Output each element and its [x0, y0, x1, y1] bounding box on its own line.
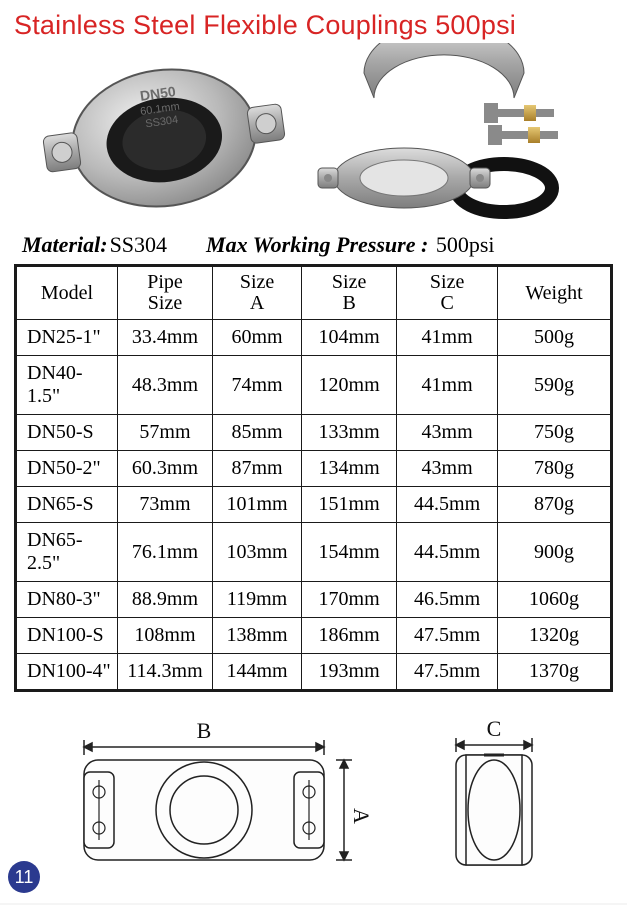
- table-cell: 186mm: [302, 618, 397, 654]
- page-number-badge: 11: [8, 861, 40, 893]
- dim-label-a: A: [349, 808, 374, 824]
- spec-table: ModelPipeSizeSizeASizeBSizeCWeight DN25-…: [16, 266, 611, 690]
- table-cell: DN65-2.5": [17, 523, 118, 582]
- table-cell: 101mm: [213, 487, 302, 523]
- table-cell: 1060g: [498, 582, 611, 618]
- table-cell: 870g: [498, 487, 611, 523]
- table-cell: 151mm: [302, 487, 397, 523]
- table-cell: 47.5mm: [397, 654, 498, 690]
- table-cell: 154mm: [302, 523, 397, 582]
- table-cell: 500g: [498, 320, 611, 356]
- table-row: DN50-2"60.3mm87mm134mm43mm780g: [17, 451, 611, 487]
- product-photo-svg: DN50 60.1mm SS304: [14, 43, 614, 228]
- table-cell: DN50-S: [17, 415, 118, 451]
- table-body: DN25-1"33.4mm60mm104mm41mm500gDN40-1.5"4…: [17, 320, 611, 690]
- table-row: DN65-2.5"76.1mm103mm154mm44.5mm900g: [17, 523, 611, 582]
- table-cell: DN50-2": [17, 451, 118, 487]
- table-cell: 60.3mm: [117, 451, 212, 487]
- pressure-value: 500psi: [436, 232, 495, 257]
- table-cell: DN65-S: [17, 487, 118, 523]
- table-cell: 193mm: [302, 654, 397, 690]
- table-row: DN25-1"33.4mm60mm104mm41mm500g: [17, 320, 611, 356]
- table-cell: 60mm: [213, 320, 302, 356]
- table-header-cell: SizeC: [397, 267, 498, 320]
- page: Stainless Steel Flexible Couplings 500ps…: [0, 0, 627, 903]
- table-cell: 120mm: [302, 356, 397, 415]
- table-header-cell: PipeSize: [117, 267, 212, 320]
- spec-line: Material:SS304 Max Working Pressure : 50…: [0, 232, 627, 264]
- table-cell: 108mm: [117, 618, 212, 654]
- table-cell: 44.5mm: [397, 523, 498, 582]
- table-cell: 48.3mm: [117, 356, 212, 415]
- table-cell: 44.5mm: [397, 487, 498, 523]
- table-cell: 74mm: [213, 356, 302, 415]
- table-cell: 47.5mm: [397, 618, 498, 654]
- table-cell: 41mm: [397, 320, 498, 356]
- table-header-cell: Model: [17, 267, 118, 320]
- table-cell: DN80-3": [17, 582, 118, 618]
- dim-label-c: C: [486, 716, 501, 741]
- table-cell: 88.9mm: [117, 582, 212, 618]
- table-header-cell: SizeB: [302, 267, 397, 320]
- table-cell: 33.4mm: [117, 320, 212, 356]
- table-row: DN40-1.5"48.3mm74mm120mm41mm590g: [17, 356, 611, 415]
- dim-label-b: B: [196, 718, 211, 743]
- table-row: DN65-S73mm101mm151mm44.5mm870g: [17, 487, 611, 523]
- table-cell: 144mm: [213, 654, 302, 690]
- table-row: DN100-S108mm138mm186mm47.5mm1320g: [17, 618, 611, 654]
- table-cell: DN100-S: [17, 618, 118, 654]
- page-title: Stainless Steel Flexible Couplings 500ps…: [0, 0, 627, 43]
- table-cell: 43mm: [397, 415, 498, 451]
- table-row: DN50-S57mm85mm133mm43mm750g: [17, 415, 611, 451]
- dimension-diagrams: B A: [14, 700, 614, 900]
- table-cell: 114.3mm: [117, 654, 212, 690]
- table-cell: 87mm: [213, 451, 302, 487]
- material-label: Material:: [22, 232, 108, 257]
- table-cell: 57mm: [117, 415, 212, 451]
- dimension-svg: B A: [14, 700, 614, 900]
- table-cell: DN100-4": [17, 654, 118, 690]
- table-cell: 138mm: [213, 618, 302, 654]
- table-cell: DN25-1": [17, 320, 118, 356]
- table-cell: 85mm: [213, 415, 302, 451]
- page-number: 11: [15, 867, 34, 888]
- table-cell: 750g: [498, 415, 611, 451]
- table-cell: 134mm: [302, 451, 397, 487]
- table-cell: 104mm: [302, 320, 397, 356]
- table-cell: 590g: [498, 356, 611, 415]
- table-cell: 46.5mm: [397, 582, 498, 618]
- material-value: SS304: [110, 232, 167, 257]
- table-cell: DN40-1.5": [17, 356, 118, 415]
- table-cell: 900g: [498, 523, 611, 582]
- table-cell: 119mm: [213, 582, 302, 618]
- pressure-label: Max Working Pressure :: [206, 232, 428, 257]
- table-cell: 103mm: [213, 523, 302, 582]
- table-cell: 133mm: [302, 415, 397, 451]
- table-cell: 41mm: [397, 356, 498, 415]
- table-cell: 1370g: [498, 654, 611, 690]
- spec-table-wrap: ModelPipeSizeSizeASizeBSizeCWeight DN25-…: [14, 264, 613, 692]
- table-cell: 73mm: [117, 487, 212, 523]
- table-cell: 780g: [498, 451, 611, 487]
- table-row: DN80-3"88.9mm119mm170mm46.5mm1060g: [17, 582, 611, 618]
- table-cell: 43mm: [397, 451, 498, 487]
- table-header-cell: Weight: [498, 267, 611, 320]
- table-cell: 76.1mm: [117, 523, 212, 582]
- table-header-cell: SizeA: [213, 267, 302, 320]
- table-cell: 1320g: [498, 618, 611, 654]
- table-row: DN100-4"114.3mm144mm193mm47.5mm1370g: [17, 654, 611, 690]
- product-photo-area: DN50 60.1mm SS304: [14, 43, 614, 228]
- table-cell: 170mm: [302, 582, 397, 618]
- table-header-row: ModelPipeSizeSizeASizeBSizeCWeight: [17, 267, 611, 320]
